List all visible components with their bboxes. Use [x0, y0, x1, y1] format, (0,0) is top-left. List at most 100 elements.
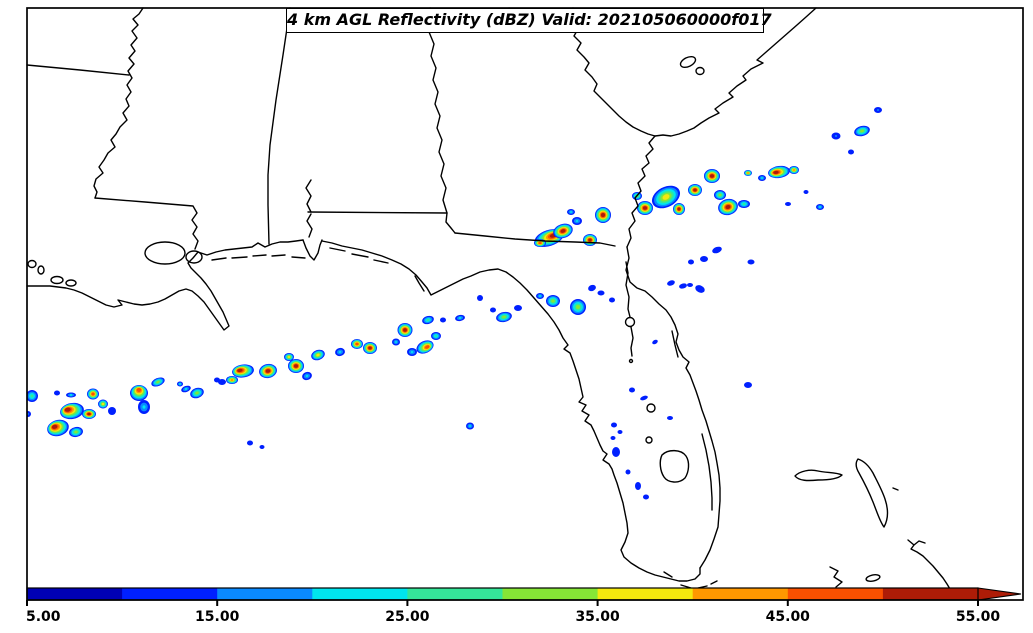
- map-title: 4 km AGL Reflectivity (dBZ) Valid: 20210…: [286, 8, 772, 33]
- radar-echo: [773, 170, 779, 174]
- left-margin-mask: [0, 0, 27, 633]
- radar-echo: [860, 129, 864, 133]
- radar-echo: [51, 424, 58, 429]
- small-cay: [865, 574, 881, 582]
- radar-echo: [410, 351, 414, 353]
- radar-echo: [597, 290, 605, 296]
- radar-echo: [662, 194, 670, 200]
- colorbar-segment: [27, 588, 123, 600]
- colorbar-segment: [787, 588, 884, 600]
- border-alabama-florida: [307, 211, 448, 214]
- radar-echo: [761, 177, 763, 179]
- colorbar-tick-label: 25.00: [385, 609, 430, 625]
- colorbar-tick-label: 15.00: [195, 609, 240, 625]
- coast-andros: [907, 539, 951, 590]
- radar-echo: [612, 447, 620, 457]
- radar-echo: [640, 395, 648, 401]
- coast-south-carolina: [654, 7, 817, 137]
- radar-echo: [629, 387, 635, 393]
- coast-florida-gulf: [321, 240, 701, 582]
- radar-echo: [108, 407, 116, 415]
- colorbar-segment: [407, 588, 503, 600]
- radar-echo: [305, 374, 309, 378]
- radar-echo: [368, 346, 372, 350]
- border-alabama-georgia: [428, 7, 456, 234]
- radar-echo: [477, 295, 483, 301]
- radar-echo: [710, 174, 714, 178]
- radar-echo: [469, 425, 471, 427]
- radar-echo: [355, 342, 359, 346]
- radar-echo: [514, 305, 522, 311]
- radar-echo: [617, 430, 623, 434]
- radar-echo: [687, 283, 693, 287]
- sc-lake-marion: [679, 56, 697, 68]
- radar-echo: [54, 390, 60, 396]
- coast-florida-east: [625, 246, 721, 569]
- bimini-chain: [829, 566, 843, 588]
- radar-echo: [287, 356, 291, 358]
- colorbar-segment: [502, 588, 599, 600]
- radar-echo: [69, 394, 73, 396]
- coast-louisiana: [26, 251, 230, 331]
- radar-echo: [136, 388, 142, 392]
- escambia-river: [305, 179, 313, 238]
- radar-echo: [643, 494, 649, 500]
- radar-echo: [744, 382, 752, 388]
- geography-layer: [26, 7, 951, 590]
- radar-echo: [848, 149, 854, 155]
- radar-echo: [652, 339, 658, 345]
- border-mississippi-louisiana: [94, 197, 199, 250]
- st-joseph-spit: [414, 275, 425, 292]
- border-mississippi-alabama: [267, 7, 291, 245]
- radar-echo: [700, 256, 708, 262]
- radar-echo: [570, 211, 572, 213]
- radar-echo: [643, 206, 647, 210]
- radar-echo: [502, 315, 506, 319]
- radar-echo: [195, 391, 199, 395]
- barrier-islands-panhandle: [329, 247, 389, 264]
- fl-lake-3: [628, 358, 634, 364]
- sc-lake-moultrie: [695, 66, 705, 76]
- radar-echo: [610, 436, 616, 440]
- radar-echo: [877, 109, 879, 111]
- radar-echo: [601, 213, 605, 217]
- radar-echo: [588, 284, 596, 292]
- border-arkansas-louisiana: [26, 64, 130, 76]
- radar-echo: [747, 172, 749, 174]
- colorbar-segment: [122, 588, 218, 600]
- radar-echo: [667, 280, 675, 286]
- radar-echo: [803, 190, 809, 194]
- radar-echo: [560, 229, 566, 233]
- lake-okeechobee: [659, 449, 690, 483]
- radar-echo: [142, 405, 146, 409]
- radar-echo: [395, 341, 397, 343]
- radar-echo: [91, 392, 95, 396]
- radar-echo: [575, 220, 579, 222]
- coast-mississippi: [197, 239, 304, 256]
- radar-echo: [156, 380, 160, 384]
- intracoastal-waterway: [701, 433, 713, 511]
- radar-echo: [440, 317, 446, 323]
- radar-echo: [742, 203, 746, 205]
- radar-echo: [792, 169, 796, 171]
- radar-echo: [538, 242, 542, 244]
- radar-echo: [458, 316, 462, 320]
- radar-echo: [677, 207, 681, 211]
- radar-echo: [214, 377, 220, 383]
- colorbar: 5.00 15.00 25.00 35.00 45.00 55.00: [26, 587, 1022, 625]
- radar-echo: [403, 328, 407, 332]
- colorbar-tick-label: 35.00: [575, 609, 620, 625]
- radar-echo: [679, 283, 687, 289]
- la-lake-west-1: [27, 259, 37, 269]
- la-inland-bay-2: [65, 279, 77, 287]
- radar-echo: [74, 430, 78, 434]
- radar-echo: [237, 368, 243, 373]
- tiny-cay: [892, 487, 899, 491]
- radar-echo: [611, 422, 617, 428]
- colorbar-segment: [217, 588, 313, 600]
- radar-echo: [247, 440, 253, 446]
- la-inland-bay-1: [50, 275, 64, 285]
- radar-echo: [712, 246, 722, 254]
